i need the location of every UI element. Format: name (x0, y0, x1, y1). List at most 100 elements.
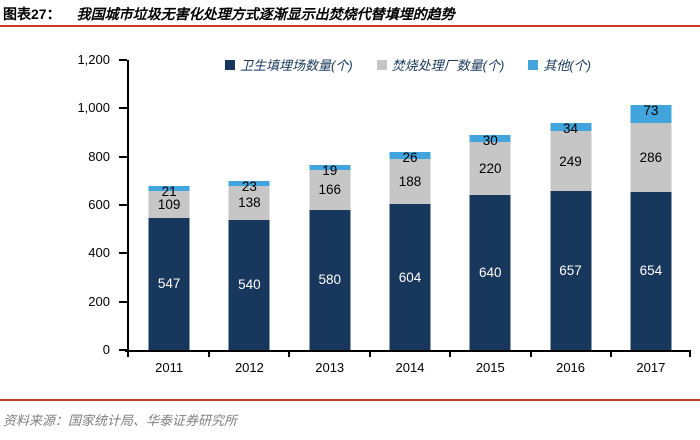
bar-column: 580 166 19 (290, 60, 370, 350)
bar-stack: 640 220 30 (469, 60, 511, 350)
y-tick-label: 400 (88, 245, 110, 261)
bar-segment: 188 (389, 158, 431, 205)
bar-segment: 30 (469, 132, 511, 148)
bar-segment: 540 (228, 219, 270, 350)
bar-value-label: 286 (639, 149, 663, 165)
x-axis-label: 2012 (234, 360, 264, 375)
x-axis-line (125, 350, 691, 352)
bar-segment: 109 (148, 191, 190, 218)
x-axis-label: 2013 (315, 360, 345, 375)
bar-value-label: 188 (398, 173, 422, 189)
bar-stack: 654 286 73 (630, 60, 672, 350)
y-tick (119, 155, 127, 158)
x-tick (127, 350, 129, 357)
y-tick-label: 1,200 (77, 52, 110, 67)
bar-segment: 23 (228, 178, 270, 194)
bar-value-label: 21 (149, 184, 190, 199)
bar-column: 604 188 26 (370, 60, 450, 350)
y-tick (119, 252, 127, 255)
x-tick (288, 350, 291, 357)
bar-stack: 657 249 34 (550, 60, 592, 350)
bar-value-label: 109 (157, 197, 181, 213)
x-tick (529, 350, 532, 357)
bar-segment: 547 (148, 217, 190, 350)
x-tick (610, 350, 613, 357)
x-tick (689, 350, 691, 357)
legend-swatch-icon (376, 59, 387, 70)
bar-value-label: 640 (479, 265, 502, 281)
bar-value-label: 138 (238, 195, 261, 211)
bar-value-label: 540 (238, 277, 261, 293)
bar-stack: 547 10921 (148, 60, 190, 350)
bar-value-label: 23 (241, 178, 257, 194)
bar-stack: 580 166 19 (309, 60, 351, 350)
footer-rule (0, 399, 700, 401)
bar-segment: 220 (469, 142, 511, 196)
y-tick-label: 0 (102, 342, 110, 357)
legend-swatch-icon (528, 59, 539, 70)
bar-segment: 73 (630, 103, 672, 123)
x-axis-label: 2015 (475, 360, 505, 375)
bar-segment: 166 (309, 169, 351, 210)
y-tick (119, 204, 127, 206)
bar-column: 640 220 30 (450, 60, 530, 350)
chart-legend: 卫生填埋场数量(个) 焚烧处理厂数量(个) 其他(个) (125, 55, 691, 74)
bar-stack: 540 138 23 (228, 60, 270, 350)
legend-item: 卫生填埋场数量(个) (224, 55, 353, 74)
source-note: 资料来源：国家统计局、华泰证券研究所 (3, 413, 238, 428)
bar-segment: 34 (550, 121, 592, 136)
y-tick (119, 107, 127, 110)
bar-stack: 604 188 26 (389, 60, 431, 350)
bar-value-label: 220 (479, 161, 502, 177)
y-axis-line (127, 60, 129, 352)
legend-swatch-icon (224, 59, 235, 70)
y-tick-label: 600 (88, 197, 110, 212)
x-axis-label: 2016 (556, 360, 586, 375)
y-tick (119, 300, 127, 303)
x-axis-label: 2017 (636, 360, 666, 375)
y-tick-label: 1,000 (77, 100, 110, 116)
bar-value-label: 166 (318, 182, 341, 198)
x-tick (368, 350, 371, 357)
bar-segment: 640 (469, 195, 511, 350)
bar-segment: 580 (309, 209, 351, 350)
bar-column: 654 286 73 (611, 60, 691, 350)
x-tick (207, 350, 210, 357)
bar-segment: 26 (389, 150, 431, 166)
bar-column: 657 249 34 (530, 60, 610, 350)
bar-segment: 657 (550, 191, 592, 350)
bar-segment: 19 (309, 164, 351, 178)
x-axis-label: 2014 (395, 360, 425, 375)
bar-value-label: 26 (402, 150, 418, 166)
x-tick (449, 350, 452, 357)
y-tick-label: 200 (88, 293, 110, 309)
bar-segment: 604 (389, 204, 431, 350)
header-rule (0, 25, 700, 27)
bar-segment: 249 (550, 131, 592, 192)
y-tick-label: 800 (88, 148, 110, 164)
bar-value-label: 580 (318, 272, 341, 288)
legend-label: 卫生填埋场数量(个) (239, 58, 353, 73)
bar-segment: 286 (630, 122, 672, 192)
y-tick (119, 349, 127, 351)
bar-value-label: 547 (157, 276, 181, 292)
legend-label: 其他(个) (543, 58, 591, 73)
bar-column: 547 10921 (129, 60, 209, 350)
bar-value-label: 73 (643, 103, 659, 119)
figure-header: 图表27： 我国城市垃圾无害化处理方式逐渐显示出焚烧代替填埋的趋势 (3, 4, 455, 24)
bar-segment: 654 (630, 191, 672, 350)
bar-segment: 21 (148, 184, 190, 199)
legend-item: 其他(个) (528, 55, 591, 74)
bar-value-label: 604 (398, 269, 422, 285)
legend-item: 焚烧处理厂数量(个) (376, 55, 505, 74)
figure-label: 图表27： (3, 6, 61, 22)
bar-value-label: 249 (559, 153, 582, 169)
bar-value-label: 654 (639, 263, 663, 279)
bar-column: 540 138 23 (209, 60, 289, 350)
x-axis-label: 2011 (155, 360, 184, 375)
bar-segment: 138 (228, 186, 270, 220)
bar-value-label: 30 (482, 132, 498, 148)
legend-label: 焚烧处理厂数量(个) (391, 58, 505, 73)
